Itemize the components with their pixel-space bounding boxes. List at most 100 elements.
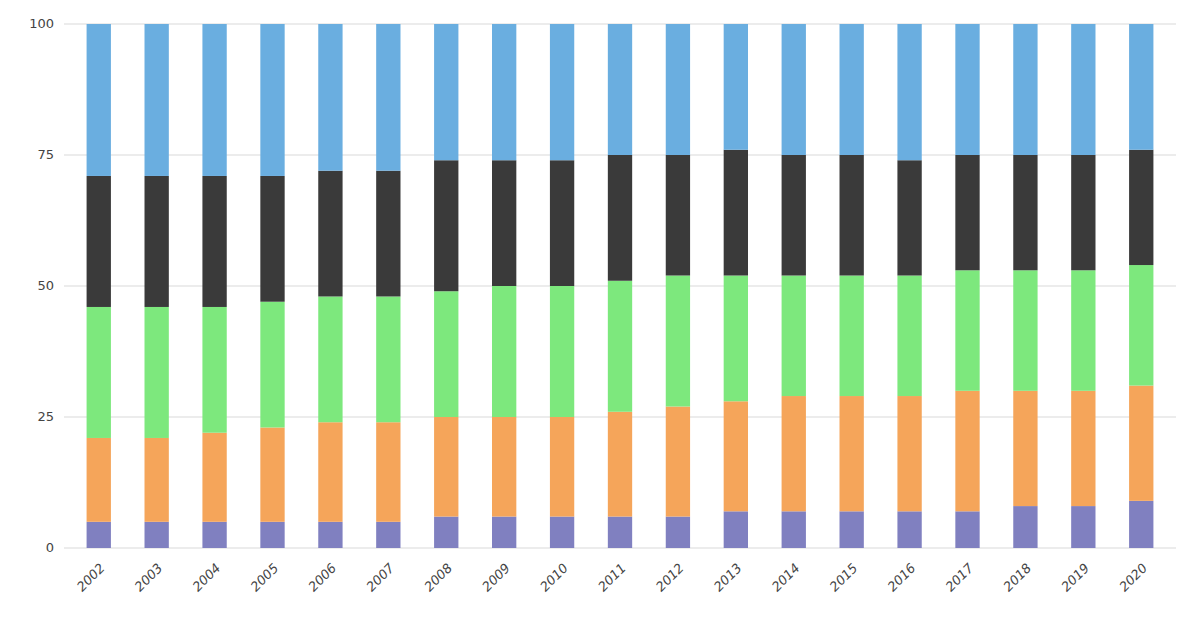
bar-segment [145, 438, 169, 522]
bar-segment [1013, 506, 1037, 548]
bar-segment [550, 517, 574, 548]
bar-segment [145, 307, 169, 438]
bar-segment [87, 24, 111, 176]
y-tick-label: 0 [46, 540, 54, 555]
bar-segment [1071, 391, 1095, 506]
bar-segment [724, 276, 748, 402]
bar-segment [608, 155, 632, 281]
bar-segment [724, 24, 748, 150]
bar-segment [550, 24, 574, 160]
bar-segment [897, 24, 921, 160]
bar-segment [260, 302, 284, 428]
bar-segment [1129, 24, 1153, 150]
series [87, 150, 1154, 307]
bar-segment [1071, 506, 1095, 548]
page: {"chart_data": {"type": "bar", "stacked"… [0, 0, 1200, 640]
bar-segment [260, 522, 284, 548]
bar-segment [1129, 265, 1153, 386]
bars [87, 24, 1154, 548]
x-tick-label: 2010 [537, 560, 571, 594]
series [87, 265, 1154, 438]
bar-segment [724, 401, 748, 511]
bar-segment [897, 276, 921, 397]
bar-segment [840, 24, 864, 155]
bar-segment [724, 511, 748, 548]
x-axis: 2002200320042005200620072008200920102011… [74, 560, 1151, 595]
bar-segment [492, 417, 516, 517]
x-tick-label: 2011 [595, 560, 629, 594]
chart-container: 0255075100200220032004200520062007200820… [0, 0, 1200, 640]
bar-segment [782, 396, 806, 511]
bar-segment [782, 511, 806, 548]
x-tick-label: 2002 [74, 560, 108, 594]
bar-segment [550, 160, 574, 286]
bar-segment [434, 160, 458, 291]
bar-segment [608, 412, 632, 517]
bar-segment [202, 24, 226, 176]
series [87, 24, 1154, 176]
bar-segment [782, 24, 806, 155]
x-tick-label: 2015 [827, 560, 861, 594]
bar-segment [492, 517, 516, 548]
bar-segment [955, 24, 979, 155]
bar-segment [434, 517, 458, 548]
bar-segment [318, 422, 342, 522]
bar-segment [897, 396, 921, 511]
x-tick-label: 2005 [247, 560, 281, 594]
bar-segment [782, 155, 806, 276]
bar-segment [318, 171, 342, 297]
y-tick-label: 50 [37, 278, 54, 293]
bar-segment [260, 24, 284, 176]
bar-segment [1013, 24, 1037, 155]
bar-segment [666, 407, 690, 517]
bar-segment [376, 522, 400, 548]
bar-segment [897, 511, 921, 548]
bar-segment [955, 270, 979, 391]
y-tick-label: 25 [37, 409, 54, 424]
bar-segment [1013, 270, 1037, 391]
bar-segment [782, 276, 806, 397]
bar-segment [840, 155, 864, 276]
y-axis: 0255075100 [29, 16, 54, 555]
x-tick-label: 2019 [1058, 560, 1092, 594]
x-tick-label: 2007 [363, 560, 398, 595]
bar-segment [260, 427, 284, 521]
chart-svg: 0255075100200220032004200520062007200820… [0, 0, 1200, 640]
y-tick-label: 100 [29, 16, 54, 31]
bar-segment [666, 24, 690, 155]
bar-segment [955, 511, 979, 548]
bar-segment [1129, 150, 1153, 265]
bar-segment [376, 171, 400, 297]
bar-segment [376, 24, 400, 171]
bar-segment [550, 417, 574, 517]
bar-segment [666, 155, 690, 276]
bar-segment [492, 160, 516, 286]
bar-segment [202, 307, 226, 433]
bar-segment [434, 24, 458, 160]
bar-segment [666, 276, 690, 407]
x-tick-label: 2009 [479, 560, 513, 594]
bar-segment [608, 24, 632, 155]
bar-segment [840, 396, 864, 511]
bar-segment [955, 391, 979, 512]
bar-segment [145, 522, 169, 548]
bar-segment [1071, 270, 1095, 391]
x-tick-label: 2018 [1000, 560, 1034, 594]
bar-segment [840, 276, 864, 397]
bar-segment [376, 422, 400, 522]
bar-segment [202, 176, 226, 307]
bar-segment [492, 286, 516, 417]
bar-segment [87, 307, 111, 438]
bar-segment [202, 433, 226, 522]
x-tick-label: 2012 [653, 560, 687, 594]
bar-segment [318, 24, 342, 171]
bar-segment [840, 511, 864, 548]
bar-segment [608, 517, 632, 548]
bar-segment [492, 24, 516, 160]
x-tick-label: 2003 [132, 560, 166, 594]
bar-segment [1071, 155, 1095, 270]
bar-segment [550, 286, 574, 417]
bar-segment [955, 155, 979, 270]
bar-segment [1129, 386, 1153, 501]
bar-segment [376, 296, 400, 422]
